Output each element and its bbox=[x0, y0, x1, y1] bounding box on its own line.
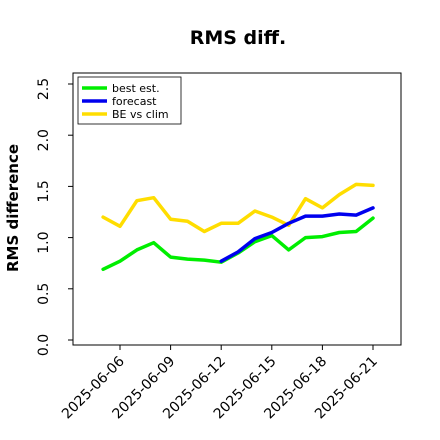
y-tick-label: 1.0 bbox=[36, 231, 52, 253]
y-tick-label: 0.0 bbox=[36, 334, 52, 356]
series-lines bbox=[101, 182, 375, 272]
plot-frame bbox=[72, 72, 402, 346]
y-tick-label: 2.5 bbox=[36, 78, 52, 100]
x-axis: 2025-06-062025-06-092025-06-122025-06-15… bbox=[59, 345, 381, 422]
chart-title: RMS diff. bbox=[190, 27, 287, 49]
y-axis: 0.0 0.5 1.0 1.5 2.0 2.5 bbox=[36, 78, 73, 356]
y-tick-label: 0.5 bbox=[36, 283, 52, 305]
legend-label: forecast bbox=[112, 95, 157, 108]
series-line-forecast bbox=[219, 206, 375, 263]
series-line-be-vs-clim bbox=[101, 182, 375, 234]
legend-label: BE vs clim bbox=[112, 108, 169, 121]
y-axis-label: RMS difference bbox=[4, 144, 22, 272]
y-tick-label: 1.5 bbox=[36, 180, 52, 202]
series-line-best-est- bbox=[101, 216, 375, 272]
y-tick-label: 2.0 bbox=[36, 129, 52, 151]
legend-label: best est. bbox=[112, 82, 160, 95]
